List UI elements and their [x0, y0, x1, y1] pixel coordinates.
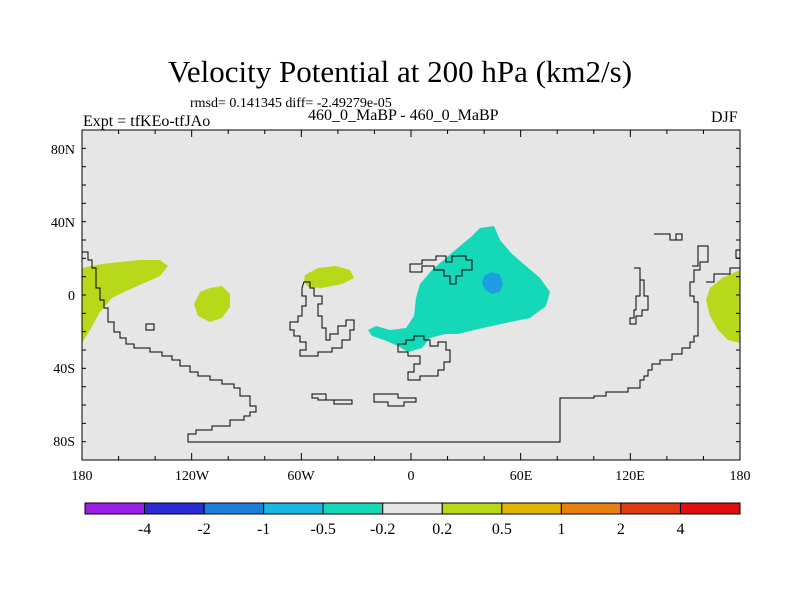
- colorbar-label-5: 0.2: [432, 521, 452, 538]
- coastline-north-block: [654, 233, 683, 241]
- axis-ticks: [81, 129, 741, 461]
- coastline-south-africa: [397, 335, 451, 381]
- positive-anomaly-east-pacific: [194, 286, 230, 322]
- negative-anomaly-core: [482, 272, 503, 294]
- colorbar-box-3: [263, 502, 324, 515]
- coastline-south-america: [289, 281, 355, 357]
- colorbar-box-7: [501, 502, 562, 515]
- colorbar-box-10: [679, 502, 741, 515]
- positive-anomaly-dateline-east: [706, 270, 740, 343]
- lat-tick-80n: 80N: [51, 143, 75, 158]
- lat-tick-80s: 80S: [53, 435, 75, 450]
- season-label: DJF: [711, 109, 738, 126]
- colorbar-box-8: [560, 502, 622, 515]
- lat-tick-eq: 0: [68, 289, 75, 304]
- axis-labels: 80N 40N 0 40S 80S 180 120W 60W 0 60E 120…: [51, 143, 751, 484]
- coastline-island-130e: [629, 267, 649, 325]
- lon-tick-180e: 180: [730, 469, 751, 484]
- colorbar-box-9: [620, 502, 681, 515]
- lat-tick-40n: 40N: [51, 216, 75, 231]
- stats-label: rmsd= 0.141345 diff= -2.49279e-05: [190, 96, 392, 111]
- lon-tick-0: 0: [408, 469, 415, 484]
- colorbar-label-3: -0.5: [311, 521, 336, 538]
- colorbar-box-6: [441, 502, 503, 515]
- anomaly-fields: [82, 226, 740, 352]
- lon-tick-120e: 120E: [615, 469, 645, 484]
- colorbar-box-1: [144, 502, 205, 515]
- coastline-tiny-150w: [145, 323, 155, 331]
- colorbar-labels: -4 -2 -1 -0.5 -0.2 0.2 0.5 1 2 4: [138, 521, 685, 538]
- colorbar-label-1: -2: [197, 521, 210, 538]
- colorbar-box-4: [322, 502, 384, 515]
- lon-tick-60w: 60W: [287, 469, 315, 484]
- colorbar-box-2: [203, 502, 265, 515]
- negative-anomaly-africa: [368, 226, 550, 352]
- lon-tick-180w: 180: [72, 469, 93, 484]
- colorbar-label-6: 0.5: [492, 521, 512, 538]
- coastline-antarctic-strip-2: [373, 393, 417, 407]
- coastlines: [81, 233, 740, 443]
- colorbar-label-2: -1: [257, 521, 270, 538]
- colorbar-box-0: [84, 502, 146, 515]
- center-label: 460_0_MaBP - 460_0_MaBP: [308, 107, 499, 124]
- positive-anomaly-south-america: [304, 266, 354, 288]
- colorbar-label-4: -0.2: [370, 521, 395, 538]
- lon-tick-60e: 60E: [510, 469, 533, 484]
- lat-tick-40s: 40S: [53, 362, 75, 377]
- colorbar-label-0: -4: [138, 521, 151, 538]
- colorbar-box-5: [382, 502, 443, 515]
- coastline-antarctic-strip-1: [311, 393, 353, 405]
- coastline-east-asia: [82, 245, 709, 443]
- plot-title: Velocity Potential at 200 hPa (km2/s): [167, 54, 633, 89]
- map-background: [82, 130, 740, 460]
- colorbar-label-7: 1: [557, 521, 565, 538]
- lon-tick-120w: 120W: [175, 469, 210, 484]
- coastline-africa: [409, 255, 473, 285]
- experiment-label: Expt = tfKEo-tfJAo: [83, 113, 211, 130]
- colorbar-label-9: 4: [676, 521, 684, 538]
- colorbar-label-8: 2: [617, 521, 625, 538]
- positive-anomaly-west-pacific: [82, 260, 168, 342]
- colorbar: [84, 502, 741, 515]
- coastline-east-edge: [706, 267, 740, 283]
